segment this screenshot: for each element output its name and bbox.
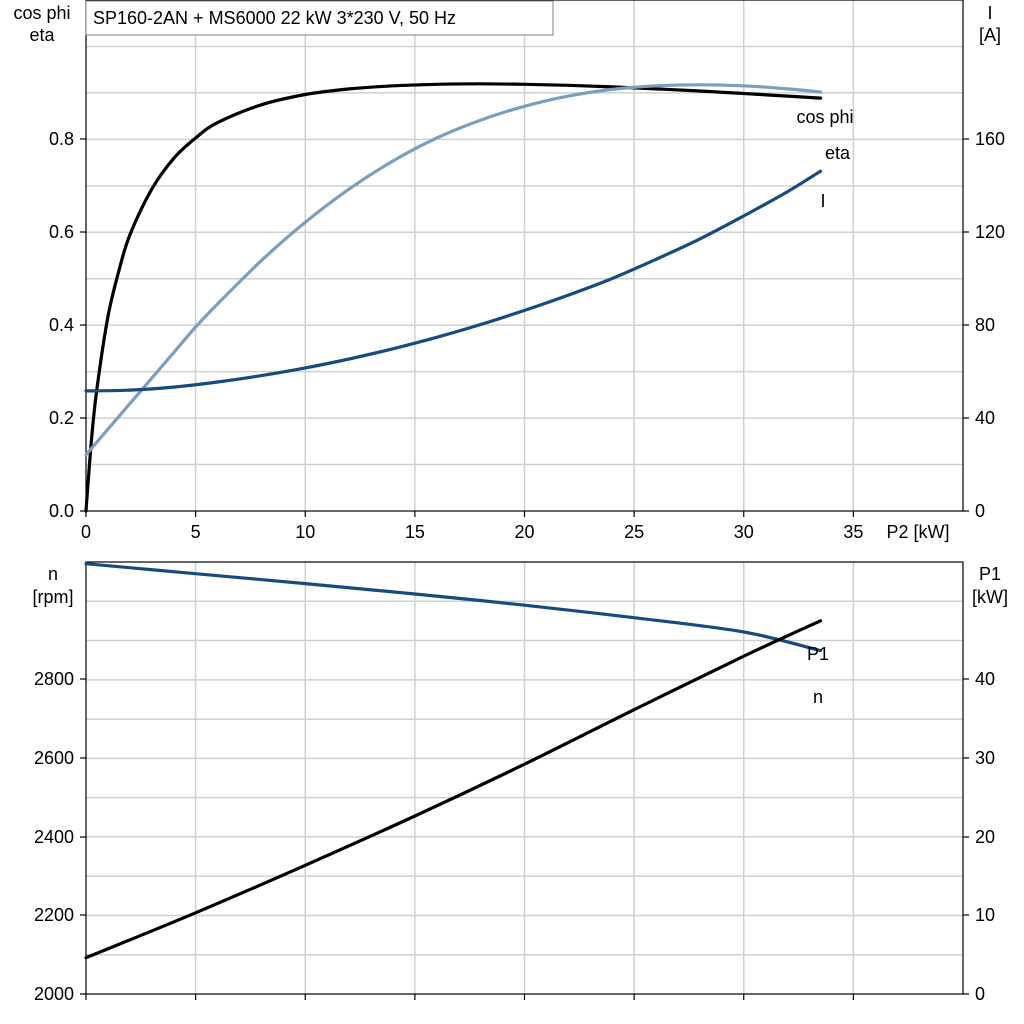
right-axis-label: P1 (979, 564, 1001, 584)
right-axis-label: I (987, 3, 992, 23)
x-axis-tick-label: 25 (624, 522, 644, 542)
series-label-n: n (813, 687, 823, 707)
series-label-i: I (820, 191, 825, 211)
x-axis-tick-label: 0 (81, 522, 91, 542)
series-label-eta: eta (825, 143, 851, 163)
x-axis-label: P2 [kW] (886, 522, 949, 542)
right-axis-tick-label: 40 (975, 669, 995, 689)
series-line-cos-phi (84, 83, 823, 457)
series-label-p1: P1 (807, 644, 829, 664)
right-axis-tick-label: 30 (975, 748, 995, 768)
right-axis-tick-label: 80 (975, 315, 995, 335)
left-axis-tick-label: 0.0 (49, 501, 74, 521)
right-axis-label: [kW] (972, 587, 1008, 607)
right-axis-tick-label: 10 (975, 905, 995, 925)
left-axis-tick-label: 0.6 (49, 222, 74, 242)
left-axis-tick-label: 2800 (34, 669, 74, 689)
right-axis-tick-label: 0 (975, 501, 985, 521)
x-axis-tick-label: 20 (514, 522, 534, 542)
left-axis-tick-label: 2200 (34, 905, 74, 925)
right-axis-tick-label: 120 (975, 222, 1005, 242)
series-line-p1 (84, 619, 823, 960)
x-axis (85, 994, 854, 1000)
series-line-eta (84, 82, 823, 513)
x-axis-tick-label: 15 (405, 522, 425, 542)
left-axis-tick-label: 2000 (34, 984, 74, 1004)
left-axis-tick-label: 2400 (34, 827, 74, 847)
right-axis-tick-label: 20 (975, 827, 995, 847)
right-axis-tick-label: 40 (975, 408, 995, 428)
left-axis-label: cos phi (13, 3, 70, 23)
right-axis-tick-label: 0 (975, 984, 985, 1004)
gridlines (86, 562, 963, 994)
right-axis: 0 40 80 120 160 I[A] (963, 3, 1005, 521)
right-axis: 0 10 20 30 40 P1 [kW] (963, 564, 1008, 1004)
series-line-n (84, 562, 823, 653)
x-axis-tick-label: 5 (191, 522, 201, 542)
left-axis-label: [rpm] (32, 587, 73, 607)
left-axis-tick-label: 2600 (34, 748, 74, 768)
left-axis-tick-label: 0.2 (49, 408, 74, 428)
left-axis-label: n (48, 564, 58, 584)
gridlines (86, 0, 963, 511)
series-line-i (84, 169, 823, 393)
x-axis-tick-label: 30 (734, 522, 754, 542)
title-box: SP160-2AN + MS6000 22 kW 3*230 V, 50 Hz (85, 0, 554, 36)
right-axis-tick-label: 160 (975, 129, 1005, 149)
x-axis-tick-label: 35 (843, 522, 863, 542)
speed-power-panel: 2000 2200 2400 2600 2800 n [rpm] 0 10 20 30 40 P1 [kW… (32, 561, 1008, 1004)
left-axis: 2000 2200 2400 2600 2800 n [rpm] (32, 564, 86, 1004)
x-axis-tick-label: 10 (295, 522, 315, 542)
left-axis-tick-label: 0.8 (49, 129, 74, 149)
chart-title: SP160-2AN + MS6000 22 kW 3*230 V, 50 Hz (93, 8, 456, 28)
right-axis-label: [A] (979, 25, 1001, 45)
series-label-cos-phi: cos phi (796, 107, 853, 127)
x-axis: 0 5 10 15 20 25 30 35 P2 [kW] (81, 511, 950, 542)
left-axis-label: eta (29, 25, 55, 45)
left-axis-tick-label: 0.4 (49, 315, 74, 335)
